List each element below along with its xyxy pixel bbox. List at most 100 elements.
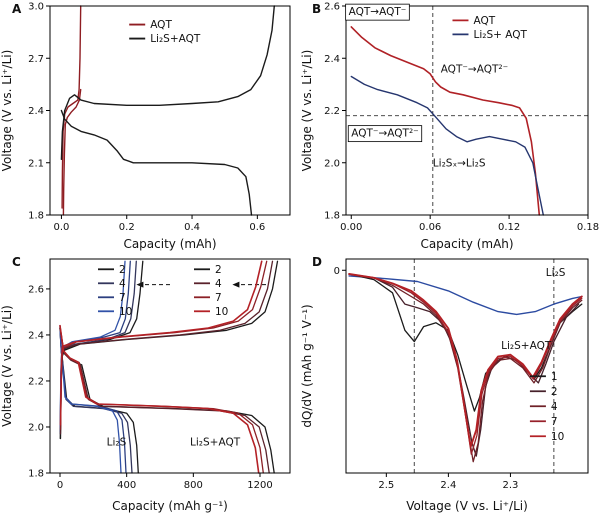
- legend-label: AQT: [150, 19, 172, 31]
- panel-c: C 0 400 800 1200 1.8 2.0 2.2 2.4 2.6 Capacity (mA…: [0, 253, 300, 515]
- series-li2s-cycle2-charge: [59, 260, 144, 440]
- y-tick-label: 2.6: [28, 284, 44, 295]
- x-tick-label: 0.18: [577, 222, 599, 233]
- annotation-box: [347, 125, 423, 143]
- legend-label: 2: [551, 386, 558, 398]
- panel-label-b: B: [312, 2, 322, 16]
- y-axis-title: Voltage (V vs. Li⁺/Li): [300, 50, 314, 172]
- y-tick-label: 2.2: [28, 376, 44, 387]
- series-cycle4: [348, 273, 583, 463]
- panel-d: D 2.5 2.4 2.3 0 Voltage (V vs. Li⁺/Li) dQ/dV …: [300, 253, 600, 515]
- x-axis-title: Voltage (V vs. Li⁺/Li): [406, 499, 528, 513]
- legend-label: 4: [551, 401, 558, 413]
- series-aqt-charge: [61, 5, 82, 209]
- annotation: AQT⁻→AQT²⁻: [441, 64, 508, 76]
- legend-label: 7: [215, 292, 222, 304]
- panel-b: B 0.00 0.06 0.12 0.18 1.8 2.0 2.2 2.4 2.6 Capacit…: [300, 0, 600, 253]
- x-tick-label: 0: [57, 480, 63, 491]
- panel-b-plot: 0.00 0.06 0.12 0.18 1.8 2.0 2.2 2.4 2.6 Capacity …: [300, 2, 599, 252]
- legend-label: 4: [215, 278, 222, 290]
- series-li2s-aqt-discharge: [350, 75, 545, 216]
- series-li2s-aqt-cycle10-charge: [59, 260, 263, 426]
- x-tick-label: 0.00: [340, 222, 362, 233]
- x-axis-title: Capacity (mAh): [123, 237, 216, 251]
- series-li2s-cycle4-discharge: [59, 327, 133, 474]
- annotation: Li₂S+AQT: [190, 436, 241, 448]
- x-tick-label: 1200: [247, 480, 272, 491]
- annotation: AQT⁻→AQT²⁻: [351, 128, 418, 140]
- x-tick-label: 2.5: [378, 480, 394, 491]
- y-tick-label: 2.4: [28, 330, 44, 341]
- legend-label: Li₂S+ AQT: [473, 29, 527, 41]
- series-aqt-discharge: [350, 26, 541, 216]
- panel-a: A 0.0 0.2 0.4 0.6 1.8 2.1 2.4 2.7 3.0 Capacity (m…: [0, 0, 300, 253]
- y-tick-label: 2.4: [28, 106, 44, 117]
- series-li2s: [348, 275, 583, 316]
- series-cycle7: [348, 273, 583, 455]
- x-axis-title: Capacity (mAh g⁻¹): [112, 499, 228, 513]
- series-aqt-discharge: [62, 88, 82, 216]
- axis-frame: [49, 258, 291, 474]
- panel-label-a: A: [12, 2, 22, 16]
- legend-label: 2: [119, 264, 126, 276]
- y-axis-title: dQ/dV (mAh g⁻¹ V⁻¹): [300, 304, 314, 427]
- y-tick-label: 2.2: [324, 106, 340, 117]
- legend-label: 10: [551, 431, 564, 443]
- series-li2s-aqt-cycle10-discharge: [59, 324, 260, 474]
- legend-label: 2: [215, 264, 222, 276]
- panel-label-c: C: [12, 255, 21, 269]
- axis-frame: [345, 258, 589, 474]
- legend-label: 7: [551, 416, 558, 428]
- y-tick-label: 1.8: [28, 211, 44, 222]
- series-li2s-aqt-cycle4-discharge: [59, 327, 270, 474]
- annotation: Li₂S+AQT: [501, 340, 552, 352]
- legend-arrowhead: [232, 281, 240, 288]
- series-li2s-aqt-cycle7-charge: [59, 260, 268, 430]
- annotation-box: [345, 3, 410, 21]
- annotation: Li₂S: [546, 267, 566, 279]
- x-axis-title: Capacity (mAh): [420, 237, 513, 251]
- panel-label-d: D: [312, 255, 322, 269]
- y-tick-label: 2.0: [324, 158, 340, 169]
- y-tick-label: 2.4: [324, 54, 340, 65]
- x-tick-label: 0.4: [184, 222, 200, 233]
- legend-label: Li₂S+AQT: [150, 33, 201, 45]
- annotation: Li₂Sₓ→Li₂S: [433, 158, 486, 170]
- series-li2s-aqt-discharge: [60, 109, 253, 216]
- y-axis-title: Voltage (V vs. Li⁺/Li): [0, 305, 14, 427]
- y-tick-label: 2.0: [28, 422, 44, 433]
- legend-label: AQT: [473, 15, 495, 27]
- y-tick-label: 2.7: [28, 54, 44, 65]
- legend-label: 4: [119, 278, 126, 290]
- y-axis-title: Voltage (V vs. Li⁺/Li): [0, 50, 14, 172]
- x-tick-label: 0.6: [249, 222, 265, 233]
- panel-c-plot: 0 400 800 1200 1.8 2.0 2.2 2.4 2.6 Capacity (mAh …: [0, 258, 291, 513]
- panel-a-plot: 0.0 0.2 0.4 0.6 1.8 2.1 2.4 2.7 3.0 Capacity (mAh…: [0, 2, 291, 251]
- x-tick-label: 0.0: [53, 222, 69, 233]
- legend-label: 10: [215, 306, 228, 318]
- x-tick-label: 0.06: [419, 222, 441, 233]
- y-tick-label: 2.1: [28, 158, 44, 169]
- series-cycle10: [348, 273, 583, 448]
- panel-d-plot: 2.5 2.4 2.3 0 Voltage (V vs. Li⁺/Li) dQ/dV (m…: [300, 258, 589, 513]
- x-tick-label: 2.3: [502, 480, 518, 491]
- axis-frame: [345, 5, 589, 216]
- y-tick-label: 2.6: [324, 2, 340, 13]
- y-tick-label: 1.8: [324, 211, 340, 222]
- x-tick-label: 400: [117, 480, 136, 491]
- x-tick-label: 0.12: [498, 222, 520, 233]
- x-tick-label: 0.2: [119, 222, 135, 233]
- legend-label: 7: [119, 292, 126, 304]
- series-li2s-cycle2-discharge: [59, 327, 139, 474]
- legend-label: 1: [551, 371, 558, 383]
- annotation: Li₂S: [107, 436, 127, 448]
- x-tick-label: 2.4: [440, 480, 456, 491]
- legend-label: 10: [119, 306, 132, 318]
- series-li2s-aqt-cycle2-charge: [59, 260, 279, 440]
- y-tick-label: 0: [334, 266, 340, 277]
- x-tick-label: 800: [184, 480, 203, 491]
- annotation: AQT→AQT⁻: [349, 6, 407, 18]
- legend-arrowhead: [136, 281, 144, 288]
- series-li2s-aqt-charge: [60, 5, 275, 161]
